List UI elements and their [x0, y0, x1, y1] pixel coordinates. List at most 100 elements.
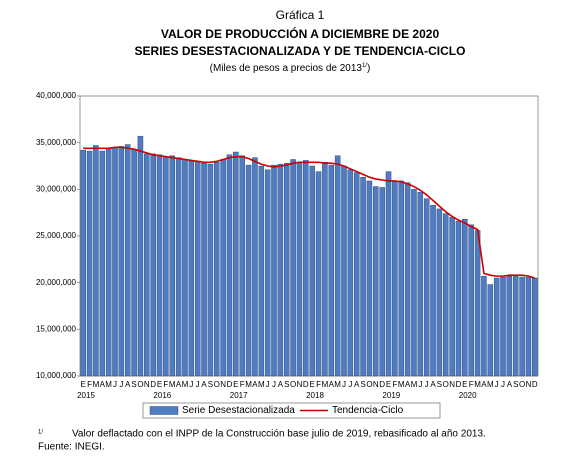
x-tick-label: O [366, 380, 372, 389]
bar [201, 162, 207, 377]
kicker: Gráfica 1 [276, 8, 325, 22]
bar [353, 172, 360, 377]
x-tick-label: J [196, 380, 200, 389]
x-tick-label: F [87, 380, 92, 389]
bar [417, 191, 424, 377]
y-tick-label: 15,000,000 [36, 324, 77, 333]
bar [233, 151, 239, 377]
x-tick-label: F [240, 380, 245, 389]
bar [124, 144, 131, 377]
legend-swatch [149, 406, 179, 415]
x-tick-label: E [157, 380, 162, 389]
x-tick-label: J [501, 380, 505, 389]
bar [105, 148, 112, 377]
bar [341, 165, 347, 377]
x-tick-label: S [437, 380, 442, 389]
x-tick-label: N [220, 380, 226, 389]
x-tick-label: A [507, 380, 513, 389]
bar [303, 160, 309, 377]
x-tick-label: A [354, 380, 360, 389]
x-tick-label: M [182, 380, 189, 389]
source: Fuente: INEGI. [38, 442, 105, 453]
bar [80, 149, 86, 377]
bar [455, 220, 462, 377]
x-tick-label: F [392, 380, 397, 389]
bar [347, 169, 354, 377]
bar [271, 164, 277, 377]
year-label: 2018 [306, 391, 324, 400]
bar [493, 277, 500, 377]
x-tick-label: O [443, 380, 449, 389]
x-tick-label: D [227, 380, 233, 389]
bar [144, 153, 150, 377]
x-tick-label: M [258, 380, 265, 389]
x-tick-label: A [252, 380, 258, 389]
x-tick-label: A [125, 380, 131, 389]
x-tick-label: M [93, 380, 100, 389]
x-tick-label: E [386, 380, 391, 389]
x-tick-label: S [131, 380, 136, 389]
x-tick-label: N [449, 380, 455, 389]
x-tick-label: D [303, 380, 309, 389]
bar [182, 159, 188, 377]
x-tick-label: A [176, 380, 182, 389]
bar [334, 155, 341, 377]
x-tick-label: A [481, 380, 487, 389]
bar [532, 277, 538, 377]
bar [194, 161, 201, 377]
bar [398, 180, 404, 377]
x-tick-label: M [398, 380, 405, 389]
bar [296, 162, 303, 377]
x-tick-label: E [81, 380, 86, 389]
y-tick-label: 30,000,000 [36, 184, 77, 193]
x-tick-label: M [322, 380, 329, 389]
x-tick-label: S [360, 380, 365, 389]
x-tick-label: J [495, 380, 499, 389]
subtitle-end: ) [367, 63, 370, 74]
y-tick-label: 40,000,000 [36, 91, 77, 100]
bar [500, 276, 506, 377]
bar [481, 275, 487, 377]
bar [239, 155, 245, 377]
bar [487, 284, 494, 377]
y-tick-label: 35,000,000 [36, 138, 77, 147]
x-tick-label: A [430, 380, 436, 389]
x-tick-label: D [150, 380, 156, 389]
x-tick-label: F [316, 380, 321, 389]
year-label: 2017 [230, 391, 248, 400]
bar [112, 147, 118, 377]
x-tick-label: E [462, 380, 467, 389]
bar [462, 218, 468, 377]
bar [118, 146, 125, 377]
x-tick-label: A [100, 380, 106, 389]
x-tick-label: F [469, 380, 474, 389]
x-tick-label: M [245, 380, 252, 389]
trend-line [83, 146, 536, 279]
y-tick-label: 20,000,000 [36, 278, 77, 287]
bar [366, 180, 373, 377]
subtitle: (Miles de pesos a precios de 20131/) [210, 63, 371, 74]
footnote: Valor deflactado con el INPP de la Const… [72, 429, 486, 440]
x-tick-label: M [105, 380, 112, 389]
legend-label: Tendencia-Ciclo [332, 405, 404, 416]
bar [214, 162, 220, 377]
legend-frame [142, 402, 441, 419]
bar [468, 224, 474, 377]
bar [411, 189, 417, 377]
x-tick-label: O [137, 380, 143, 389]
bar [86, 150, 93, 377]
bar [423, 198, 430, 377]
x-tick-label: N [144, 380, 150, 389]
y-tick-label: 10,000,000 [36, 371, 77, 380]
x-tick-label: J [119, 380, 123, 389]
year-label: 2015 [77, 391, 95, 400]
x-tick-label: D [532, 380, 538, 389]
bar [512, 275, 519, 377]
x-tick-label: S [208, 380, 213, 389]
x-tick-label: O [290, 380, 296, 389]
x-tick-label: J [342, 380, 346, 389]
bar [207, 163, 214, 377]
x-tick-label: J [113, 380, 117, 389]
x-tick-label: S [513, 380, 518, 389]
x-tick-label: M [169, 380, 176, 389]
